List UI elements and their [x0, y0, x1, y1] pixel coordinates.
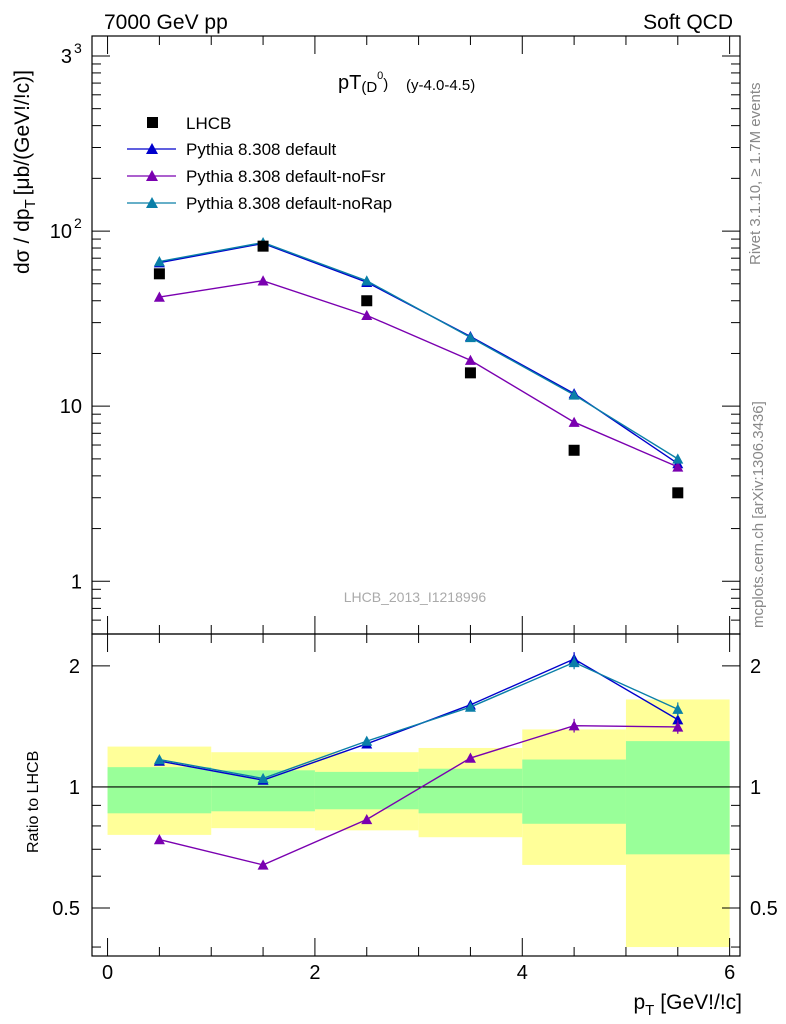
data-point [464, 367, 476, 379]
main-series-point-1 [361, 309, 373, 321]
ratio-series-point-2 [361, 735, 373, 746]
main-y-tick-label: 10 [60, 396, 82, 418]
plot-title-main: pT [338, 72, 361, 94]
data-point [153, 268, 165, 280]
main-y-tick-exponent: 2 [74, 215, 82, 231]
ratio-y-tick-label-right: 1 [750, 777, 761, 799]
ratio-series-line-2 [159, 661, 679, 780]
x-tick-label: 0 [102, 962, 113, 984]
main-y-tick-label: 3 [61, 46, 72, 68]
main-y-axis-label: dσ / dpT [μb/(GeV!/!c)] [11, 70, 39, 274]
ratio-series-point-1 [464, 752, 476, 763]
ratio-series-point-1 [257, 859, 269, 870]
x-axis-label-sub: T [645, 1002, 654, 1019]
main-series [153, 237, 684, 472]
main-series-point-1 [464, 354, 476, 365]
data-point [568, 444, 580, 456]
ratio-y-tick-label-right: 2 [750, 656, 761, 678]
main-y-tick-exponent: 3 [74, 40, 82, 56]
main-series-line-1 [159, 280, 679, 468]
header-right: Soft QCD [643, 11, 733, 34]
ratio-plot-frame [91, 633, 741, 957]
ratio-y-tick-label: 2 [69, 656, 80, 678]
header-left: 7000 GeV pp [104, 11, 228, 34]
ratio-series-point-2 [153, 754, 165, 765]
main-series-point-1 [257, 275, 269, 286]
ratio-y-tick-label: 0.5 [52, 898, 80, 920]
plot-title-range: (y-4.0-4.5) [406, 77, 475, 94]
main-series-point-1 [672, 461, 684, 472]
data-point [361, 295, 373, 307]
x-axis-label: pT [GeV!/!c] [633, 991, 742, 1019]
ratio-series-point-2 [672, 703, 684, 714]
ratio-series-point-2 [257, 772, 269, 784]
x-axis-label-units: [GeV!/!c] [660, 991, 742, 1014]
data-point [672, 487, 684, 499]
main-y-axis-label-text: dσ / dp [11, 208, 34, 274]
main-y-tick-label: 10 [50, 221, 72, 243]
legend-label-nofsr: Pythia 8.308 default-noFsr [186, 167, 386, 186]
plot-title-close: ) [383, 76, 388, 93]
plot-title-sub: (D [361, 79, 377, 96]
ratio-series-point-1 [361, 814, 373, 825]
plot-title-sup: 0 [377, 70, 383, 82]
legend-marker-default [146, 143, 158, 154]
legend-marker-nofsr [146, 170, 158, 181]
analysis-watermark: LHCB_2013_I1218996 [344, 589, 487, 605]
x-tick-label: 2 [309, 962, 320, 984]
ratio-series-point-2 [568, 656, 580, 668]
legend-entry-default: Pythia 8.308 default [127, 140, 337, 159]
data-point [257, 240, 269, 252]
ratio-ticks [92, 634, 740, 956]
ratio-band-inner [107, 767, 212, 814]
main-series-point-2 [153, 256, 165, 267]
main-series-point-2 [672, 453, 684, 464]
rivet-label: Rivet 3.1.10, ≥ 1.7M events [747, 83, 764, 266]
main-series-point-2 [361, 275, 373, 286]
legend-entry-norap: Pythia 8.308 default-noRap [127, 194, 392, 213]
main-series-point-2 [568, 389, 580, 400]
main-y-axis-label-sub: T [22, 199, 39, 208]
main-y-axis-label-units: [μb/(GeV!/!c)] [11, 70, 34, 195]
x-axis-label-text: p [633, 991, 645, 1014]
ratio-band-inner [522, 759, 626, 824]
data-points [153, 240, 684, 499]
x-tick-label: 6 [724, 962, 735, 984]
main-series-point-1 [568, 416, 580, 427]
legend-label-norap: Pythia 8.308 default-noRap [186, 194, 392, 213]
legend-entry-nofsr: Pythia 8.308 default-noFsr [127, 167, 386, 186]
ratio-series-point-1 [568, 720, 580, 731]
main-series-point-2 [464, 331, 476, 343]
ratio-band-inner [625, 741, 730, 855]
main-series-point-1 [153, 291, 165, 302]
ratio-series-point-1 [153, 834, 165, 845]
mcplots-label: mcplots.cern.ch [arXiv:1306.3436] [750, 401, 767, 628]
legend-marker-data [147, 117, 158, 128]
ratio-series-line-1 [159, 724, 678, 866]
ratio-band-inner [418, 768, 523, 814]
x-tick-label: 4 [517, 962, 528, 984]
ratio-series-point-1 [672, 721, 684, 732]
main-series-line-0 [159, 242, 679, 465]
legend-label-data: LHCB [186, 114, 231, 133]
ratio-series-point-2 [464, 701, 476, 712]
ratio-bands [92, 699, 740, 948]
ratio-band-inner [314, 771, 419, 810]
legend-label-default: Pythia 8.308 default [186, 140, 337, 159]
main-y-tick-label: 1 [71, 571, 82, 593]
legend-marker-norap [146, 197, 158, 208]
ratio-y-tick-label: 1 [69, 777, 80, 799]
ratio-series-point-0 [672, 714, 684, 725]
ratio-y-axis-label: Ratio to LHCB [25, 751, 42, 853]
ratio-y-tick-label-right: 0.5 [750, 898, 778, 920]
main-series-line-2 [159, 241, 679, 460]
plot-title: pT(D0) [338, 70, 388, 96]
main-ticks [92, 36, 740, 635]
ratio-series [153, 652, 684, 870]
legend: LHCB Pythia 8.308 default Pythia 8.308 d… [127, 114, 392, 213]
